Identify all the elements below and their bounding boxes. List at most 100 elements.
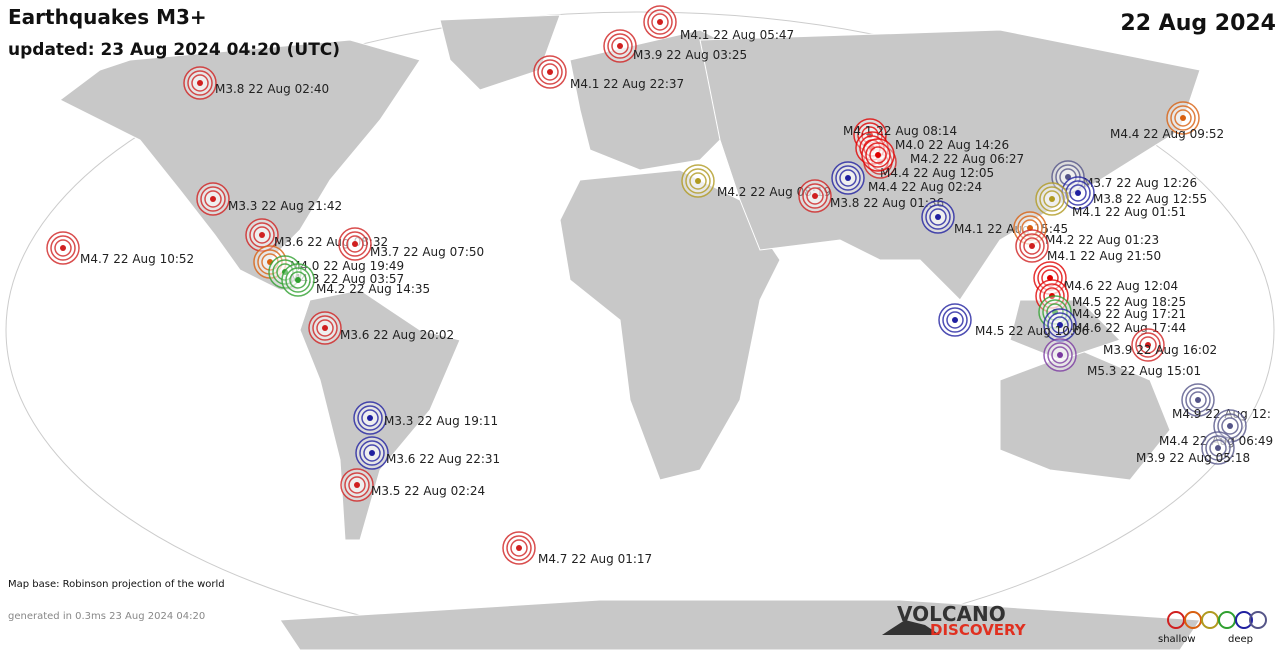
- logo-volcano: [882, 620, 940, 635]
- quake-center: [845, 175, 851, 181]
- land: [59, 14, 1201, 650]
- quake-marker: [1043, 308, 1077, 342]
- quake-center: [695, 178, 701, 184]
- quake-marker: [308, 311, 342, 345]
- quake-center: [1195, 397, 1201, 403]
- quake-label: M3.7 22 Aug 12:26: [1083, 176, 1197, 190]
- quake-marker: [245, 218, 279, 252]
- quake-marker: [1035, 182, 1069, 216]
- quake-marker: [681, 164, 715, 198]
- quake-label: M4.4 22 Aug 02:24: [868, 180, 982, 194]
- quake-label: M4.1 22 Aug 05:47: [680, 28, 794, 42]
- quake-marker: [1015, 229, 1049, 263]
- quake-marker: [1043, 338, 1077, 372]
- quake-center: [547, 69, 553, 75]
- quake-center: [875, 152, 881, 158]
- map-base: Map base: Robinson projection of the wor…: [8, 579, 225, 590]
- quake-marker: [603, 29, 637, 63]
- quake-center: [657, 19, 663, 25]
- quake-marker: [1061, 176, 1095, 210]
- quake-marker: [1181, 383, 1215, 417]
- quake-marker: [281, 263, 315, 297]
- legend-shallow: shallow: [1158, 634, 1196, 645]
- quake-label: M3.8 22 Aug 01:36: [830, 196, 944, 210]
- quake-label: M3.8 22 Aug 02:40: [215, 82, 329, 96]
- quake-marker: [340, 468, 374, 502]
- quake-marker: [1038, 295, 1072, 329]
- quake-label: M3.8 22 Aug 12:55: [1093, 192, 1207, 206]
- quake-center: [369, 450, 375, 456]
- quake-center: [617, 43, 623, 49]
- quake-center: [935, 214, 941, 220]
- quake-marker: [196, 182, 230, 216]
- quake-label: M3.9 22 Aug 05:18: [1136, 451, 1250, 465]
- quake-center: [1049, 196, 1055, 202]
- quake-label: M4.7 22 Aug 10:52: [80, 252, 194, 266]
- date: 22 Aug 2024: [1120, 11, 1276, 36]
- quake-layer: M4.1 22 Aug 05:47 M3.9 22 Aug 03:25 M4.1 2…: [46, 5, 1273, 566]
- quake-label: M4.1 22 Aug 08:14: [843, 124, 957, 138]
- quake-center: [354, 482, 360, 488]
- legend-deep: deep: [1228, 634, 1253, 645]
- quake-label: M3.9 22 Aug 03:25: [633, 48, 747, 62]
- generated: generated in 0.3ms 23 Aug 2024 04:20: [8, 611, 205, 622]
- quake-center: [516, 545, 522, 551]
- quake-label: M5.3 22 Aug 15:01: [1087, 364, 1201, 378]
- title: Earthquakes M3+: [8, 5, 207, 29]
- quake-marker: [861, 138, 895, 172]
- quake-center: [352, 241, 358, 247]
- quake-center: [1215, 445, 1221, 451]
- quake-label: M4.5 22 Aug 18:25: [1072, 295, 1186, 309]
- quake-label: M4.9 22 Aug 17:21: [1072, 307, 1186, 321]
- quake-center: [367, 415, 373, 421]
- quake-label: M4.2 22 Aug 14:35: [316, 282, 430, 296]
- updated: updated: 23 Aug 2024 04:20 (UTC): [8, 40, 340, 60]
- quake-center: [1057, 352, 1063, 358]
- quake-label: M3.6 22 Aug 08:32: [274, 235, 388, 249]
- quake-marker: [921, 200, 955, 234]
- quake-label: M4.3 22 Aug 03:57: [290, 272, 404, 286]
- quake-center: [322, 325, 328, 331]
- quake-label: M4.4 22 Aug 09:52: [1110, 127, 1224, 141]
- quake-label: M4.0 22 Aug 19:49: [290, 259, 404, 273]
- quake-label: M3.6 22 Aug 22:31: [386, 452, 500, 466]
- quake-label: M4.5 22 Aug 10:06: [975, 324, 1089, 338]
- quake-marker: [355, 436, 389, 470]
- quake-marker: [338, 227, 372, 261]
- quake-label: M3.3 22 Aug 21:42: [228, 199, 342, 213]
- depth-legend: shallow deep: [1158, 611, 1267, 645]
- quake-center: [295, 277, 301, 283]
- quake-center: [197, 80, 203, 86]
- quake-label: M4.4 22 Aug 12:05: [880, 166, 994, 180]
- quake-marker: [353, 401, 387, 435]
- quake-label: M3.6 22 Aug 20:02: [340, 328, 454, 342]
- quake-marker: [533, 55, 567, 89]
- quake-label: M4.1 22 Aug 21:50: [1047, 249, 1161, 263]
- quake-marker: [938, 303, 972, 337]
- quake-label: M4.7 22 Aug 01:17: [538, 552, 652, 566]
- quake-marker: [183, 66, 217, 100]
- quake-center: [259, 232, 265, 238]
- quake-center: [1075, 190, 1081, 196]
- logo-bottom: DISCOVERY: [930, 621, 1027, 639]
- quake-label: M4.0 22 Aug 14:26: [895, 138, 1009, 152]
- quake-marker: [1201, 431, 1235, 465]
- quake-center: [1057, 322, 1063, 328]
- quake-center: [210, 196, 216, 202]
- quake-label: M4.1 22 Aug 01:51: [1072, 205, 1186, 219]
- quake-label: M3.9 22 Aug 16:02: [1103, 343, 1217, 357]
- quake-center: [952, 317, 958, 323]
- quake-marker: [502, 531, 536, 565]
- quake-marker: [1166, 101, 1200, 135]
- quake-center: [1180, 115, 1186, 121]
- quake-label: M3.5 22 Aug 02:24: [371, 484, 485, 498]
- quake-marker: [643, 5, 677, 39]
- quake-label: M4.2 22 Aug 06:27: [910, 152, 1024, 166]
- quake-marker: [798, 179, 832, 213]
- quake-center: [60, 245, 66, 251]
- quake-center: [1029, 243, 1035, 249]
- quake-marker: [1131, 328, 1165, 362]
- quake-center: [1065, 174, 1071, 180]
- quake-label: M4.1 22 Aug 22:37: [570, 77, 684, 91]
